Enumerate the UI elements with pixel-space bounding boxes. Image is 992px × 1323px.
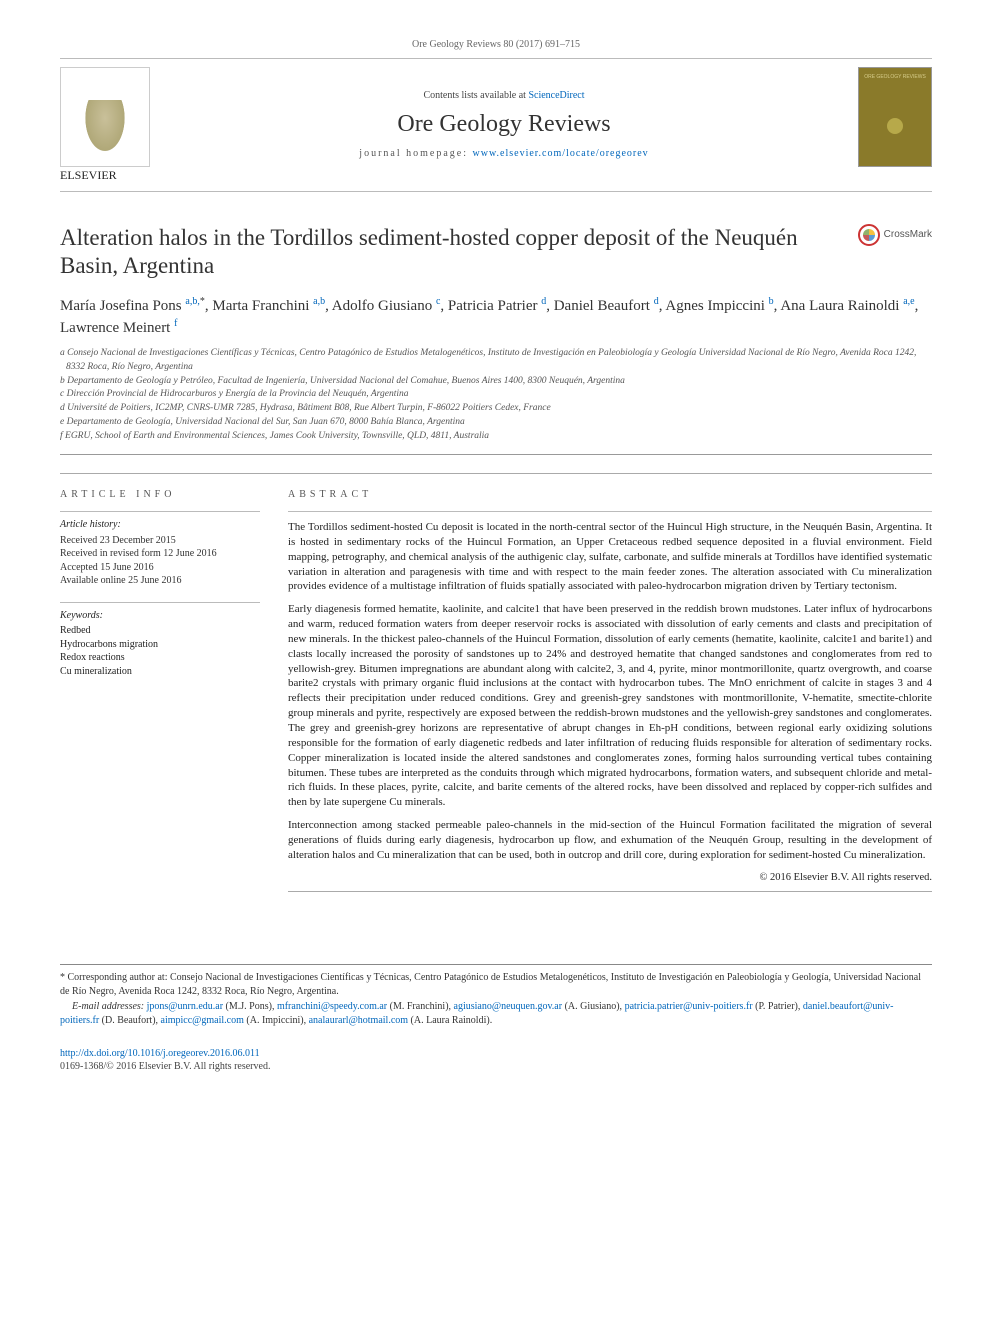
author-aff-sup[interactable]: f — [174, 318, 177, 329]
email-who: (A. Laura Rainoldi). — [408, 1015, 492, 1026]
abstract-paragraph: Early diagenesis formed hematite, kaolin… — [288, 602, 932, 810]
abstract-bottom-rule — [288, 891, 932, 892]
history-line: Accepted 15 June 2016 — [60, 561, 260, 575]
publisher-name: ELSEVIER — [60, 167, 150, 183]
author-name: , Marta Franchini — [205, 298, 313, 314]
article-title: Alteration halos in the Tordillos sedime… — [60, 224, 844, 282]
email-link[interactable]: analaurarl@hotmail.com — [309, 1015, 408, 1026]
author-list: María Josefina Pons a,b,*, Marta Franchi… — [60, 295, 932, 339]
history-line: Received 23 December 2015 — [60, 534, 260, 548]
author-aff-sup[interactable]: a,b, — [185, 296, 199, 307]
journal-cover-thumb: ORE GEOLOGY REVIEWS — [858, 67, 932, 167]
abstract-heading: abstract — [288, 488, 932, 502]
email-who: (A. Giusiano), — [562, 1001, 625, 1012]
abstract-paragraph: The Tordillos sediment-hosted Cu deposit… — [288, 520, 932, 594]
abstract-body: The Tordillos sediment-hosted Cu deposit… — [288, 511, 932, 885]
affiliation: e Departamento de Geología, Universidad … — [60, 416, 932, 430]
history-line: Available online 25 June 2016 — [60, 574, 260, 588]
affiliation: f EGRU, School of Earth and Environmenta… — [60, 430, 932, 444]
homepage-line: journal homepage: www.elsevier.com/locat… — [359, 147, 648, 161]
author-name: , Daniel Beaufort — [546, 298, 653, 314]
author-aff-sup[interactable]: a,e — [903, 296, 914, 307]
author-name: , Agnes Impiccini — [659, 298, 769, 314]
history-label: Article history: — [60, 518, 260, 532]
journal-name: Ore Geology Reviews — [397, 108, 610, 140]
email-link[interactable]: jpons@unrn.edu.ar — [147, 1001, 223, 1012]
affiliation-rule — [60, 454, 932, 455]
email-link[interactable]: agiusiano@neuquen.gov.ar — [454, 1001, 563, 1012]
email-link[interactable]: aimpicc@gmail.com — [161, 1015, 244, 1026]
doi-block: http://dx.doi.org/10.1016/j.oregeorev.20… — [60, 1047, 932, 1074]
author-name: María Josefina Pons — [60, 298, 185, 314]
email-who: (D. Beaufort), — [99, 1015, 160, 1026]
affiliation: c Dirección Provincial de Hidrocarburos … — [60, 388, 932, 402]
article-info-column: article info Article history: Received 2… — [60, 474, 260, 892]
email-who: (P. Patrier), — [753, 1001, 803, 1012]
affiliation: b Departamento de Geología y Petróleo, F… — [60, 375, 932, 389]
email-label: E-mail addresses: — [72, 1001, 147, 1012]
issn-copyright: 0169-1368/© 2016 Elsevier B.V. All right… — [60, 1060, 932, 1074]
crossmark-icon — [858, 224, 880, 246]
email-who: (M.J. Pons), — [223, 1001, 277, 1012]
contents-line: Contents lists available at ScienceDirec… — [423, 89, 584, 103]
author-name: , Patricia Patrier — [440, 298, 541, 314]
homepage-prefix: journal homepage: — [359, 148, 472, 159]
author-aff-sup[interactable]: a,b — [313, 296, 325, 307]
abstract-column: abstract The Tordillos sediment-hosted C… — [288, 474, 932, 892]
affiliation-list: a Consejo Nacional de Investigaciones Ci… — [60, 347, 932, 443]
email-who: (A. Impiccini), — [244, 1015, 309, 1026]
footnotes: * Corresponding author at: Consejo Nacio… — [60, 964, 932, 1029]
keyword: Redbed — [60, 624, 260, 638]
crossmark-badge[interactable]: CrossMark — [858, 224, 932, 246]
email-link[interactable]: mfranchini@speedy.com.ar — [277, 1001, 387, 1012]
publisher-logo: ELSEVIER — [60, 67, 150, 183]
contents-prefix: Contents lists available at — [423, 90, 528, 101]
sciencedirect-link[interactable]: ScienceDirect — [528, 90, 584, 101]
corresponding-author-note: * Corresponding author at: Consejo Nacio… — [60, 971, 932, 1000]
keyword: Redox reactions — [60, 651, 260, 665]
running-citation: Ore Geology Reviews 80 (2017) 691–715 — [60, 38, 932, 52]
cover-title: ORE GEOLOGY REVIEWS — [863, 74, 927, 81]
doi-link[interactable]: http://dx.doi.org/10.1016/j.oregeorev.20… — [60, 1048, 260, 1059]
keywords-label: Keywords: — [60, 609, 260, 623]
abstract-paragraph: Interconnection among stacked permeable … — [288, 818, 932, 863]
keyword: Hydrocarbons migration — [60, 638, 260, 652]
affiliation: d Université de Poitiers, IC2MP, CNRS-UM… — [60, 402, 932, 416]
history-line: Received in revised form 12 June 2016 — [60, 547, 260, 561]
email-addresses: E-mail addresses: jpons@unrn.edu.ar (M.J… — [60, 1000, 932, 1029]
crossmark-label: CrossMark — [884, 228, 932, 242]
abstract-copyright: © 2016 Elsevier B.V. All rights reserved… — [288, 871, 932, 885]
affiliation: a Consejo Nacional de Investigaciones Ci… — [60, 347, 932, 375]
keywords-block: Keywords: Redbed Hydrocarbons migration … — [60, 602, 260, 679]
masthead: ELSEVIER Contents lists available at Sci… — [60, 59, 932, 192]
email-link[interactable]: patricia.patrier@univ-poitiers.fr — [625, 1001, 753, 1012]
author-name: , Adolfo Giusiano — [325, 298, 436, 314]
email-who: (M. Franchini), — [387, 1001, 453, 1012]
article-history: Article history: Received 23 December 20… — [60, 511, 260, 588]
article-info-heading: article info — [60, 488, 260, 502]
keyword: Cu mineralization — [60, 665, 260, 679]
author-name: , Ana Laura Rainoldi — [774, 298, 904, 314]
journal-homepage-link[interactable]: www.elsevier.com/locate/oregeorev — [473, 148, 649, 159]
